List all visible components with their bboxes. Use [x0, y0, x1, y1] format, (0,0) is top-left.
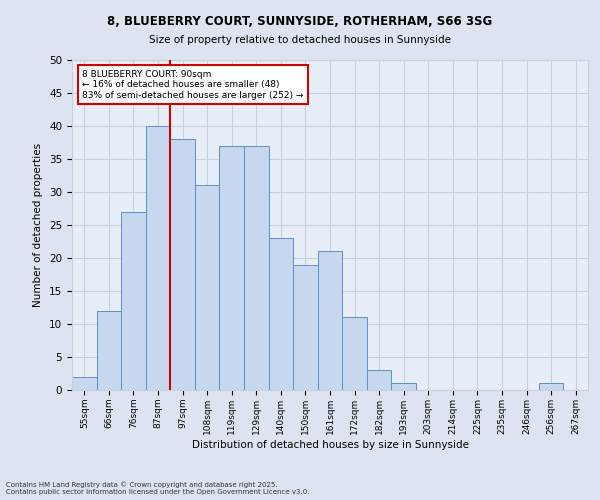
Bar	[146, 126, 170, 390]
Bar	[220, 146, 244, 390]
Bar	[72, 377, 97, 390]
Bar	[342, 318, 367, 390]
Bar	[244, 146, 269, 390]
Bar	[367, 370, 391, 390]
Bar	[269, 238, 293, 390]
Bar	[97, 311, 121, 390]
Text: Contains HM Land Registry data © Crown copyright and database right 2025.
Contai: Contains HM Land Registry data © Crown c…	[6, 482, 310, 495]
Bar	[318, 252, 342, 390]
Text: 8, BLUEBERRY COURT, SUNNYSIDE, ROTHERHAM, S66 3SG: 8, BLUEBERRY COURT, SUNNYSIDE, ROTHERHAM…	[107, 15, 493, 28]
Y-axis label: Number of detached properties: Number of detached properties	[34, 143, 43, 307]
Bar	[170, 139, 195, 390]
Bar	[293, 264, 318, 390]
Text: 8 BLUEBERRY COURT: 90sqm
← 16% of detached houses are smaller (48)
83% of semi-d: 8 BLUEBERRY COURT: 90sqm ← 16% of detach…	[82, 70, 304, 100]
Bar	[391, 384, 416, 390]
X-axis label: Distribution of detached houses by size in Sunnyside: Distribution of detached houses by size …	[191, 440, 469, 450]
Text: Size of property relative to detached houses in Sunnyside: Size of property relative to detached ho…	[149, 35, 451, 45]
Bar	[121, 212, 146, 390]
Bar	[195, 186, 220, 390]
Bar	[539, 384, 563, 390]
